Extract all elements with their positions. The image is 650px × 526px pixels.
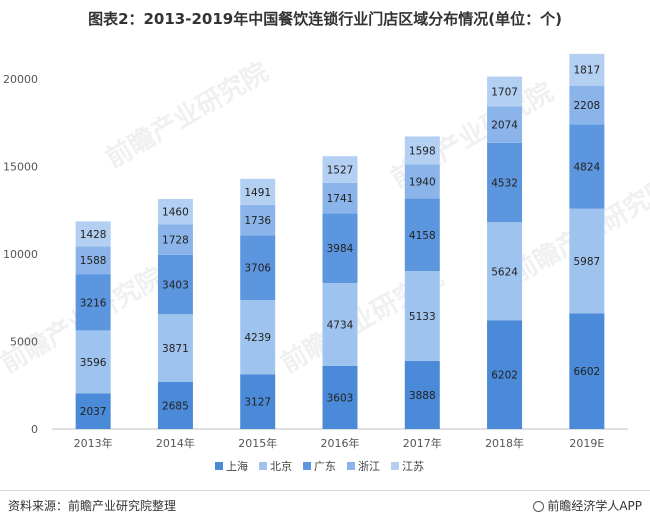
bar-segment bbox=[404, 271, 440, 361]
bar-segment bbox=[569, 208, 605, 314]
x-tick-label: 2014年 bbox=[156, 436, 195, 450]
bar-segment bbox=[322, 182, 358, 214]
data-label: 4734 bbox=[327, 320, 354, 332]
bar-segment bbox=[322, 365, 358, 429]
y-tick-label: 0 bbox=[31, 423, 38, 436]
bar-segment bbox=[157, 314, 193, 383]
data-label: 3127 bbox=[244, 397, 271, 409]
y-tick-label: 20000 bbox=[3, 73, 38, 86]
data-label: 1598 bbox=[409, 145, 436, 157]
legend-label: 北京 bbox=[270, 459, 292, 473]
legend-swatch bbox=[303, 462, 311, 470]
data-label: 1741 bbox=[327, 193, 354, 205]
data-label: 3871 bbox=[162, 343, 189, 355]
bar-segment bbox=[75, 330, 111, 394]
data-label: 2685 bbox=[162, 401, 189, 413]
bar-segment bbox=[487, 76, 523, 107]
bar-segment bbox=[404, 360, 440, 429]
bar-segment bbox=[487, 142, 523, 223]
data-label: 3706 bbox=[244, 263, 271, 275]
data-label: 3888 bbox=[409, 390, 436, 402]
legend-swatch bbox=[391, 462, 399, 470]
data-label: 4532 bbox=[491, 177, 518, 189]
legend-label: 广东 bbox=[314, 460, 336, 473]
data-label: 1527 bbox=[327, 165, 354, 177]
bar-segment bbox=[322, 283, 358, 366]
brand-name: 前瞻经济学人APP bbox=[547, 499, 642, 513]
data-label: 3403 bbox=[162, 279, 189, 291]
x-tick-label: 2016年 bbox=[321, 436, 360, 450]
y-tick-label: 5000 bbox=[10, 336, 38, 349]
bar-segment bbox=[569, 85, 605, 125]
data-label: 1491 bbox=[244, 187, 271, 199]
bar-segment bbox=[569, 313, 605, 429]
data-label: 3596 bbox=[80, 357, 107, 369]
data-label: 3603 bbox=[327, 392, 354, 404]
data-label: 6602 bbox=[573, 366, 600, 378]
bar-segment bbox=[404, 198, 440, 272]
bar-segment bbox=[240, 235, 276, 301]
bar-segment bbox=[487, 222, 523, 321]
data-label: 1588 bbox=[80, 255, 107, 267]
bar-segment bbox=[240, 300, 276, 375]
data-label: 4239 bbox=[244, 332, 271, 344]
data-label: 1460 bbox=[162, 207, 189, 219]
y-tick-label: 15000 bbox=[3, 161, 38, 174]
legend-label: 上海 bbox=[226, 459, 248, 473]
legend-swatch bbox=[259, 462, 267, 470]
bar-segment bbox=[75, 274, 111, 331]
data-label: 1940 bbox=[409, 176, 436, 188]
bar-segment bbox=[157, 224, 193, 255]
data-label: 2037 bbox=[80, 406, 107, 418]
data-label: 1707 bbox=[491, 87, 518, 99]
bar-segment bbox=[569, 53, 605, 86]
legend-label: 浙江 bbox=[358, 460, 380, 473]
brand-credit: 前瞻经济学人APP bbox=[533, 497, 642, 514]
data-label: 1736 bbox=[244, 215, 271, 227]
data-label: 1728 bbox=[162, 235, 189, 247]
chart-title: 图表2：2013-2019年中国餐饮连锁行业门店区域分布情况(单位：个) bbox=[88, 10, 562, 28]
bar-segment bbox=[487, 106, 523, 143]
bar-segment bbox=[240, 374, 276, 429]
bar-segment bbox=[487, 320, 523, 429]
bar-segment bbox=[157, 382, 193, 429]
data-label: 5133 bbox=[409, 311, 436, 323]
data-label: 5624 bbox=[491, 266, 518, 278]
source-note: 资料来源：前瞻产业研究院整理 bbox=[8, 499, 177, 513]
bar-segment bbox=[569, 124, 605, 209]
legend-swatch bbox=[215, 462, 223, 470]
bar-segment bbox=[157, 198, 193, 225]
footer-divider bbox=[0, 490, 650, 491]
bar-segment bbox=[322, 156, 358, 183]
data-label: 4158 bbox=[409, 230, 436, 242]
x-tick-label: 2013年 bbox=[74, 436, 113, 450]
bar-segment bbox=[75, 221, 111, 247]
bar-segment bbox=[240, 204, 276, 236]
data-label: 1817 bbox=[573, 65, 600, 77]
data-label: 3216 bbox=[80, 297, 107, 309]
data-label: 1428 bbox=[80, 229, 107, 241]
legend-label: 江苏 bbox=[402, 460, 424, 473]
x-tick-label: 2019E bbox=[569, 437, 604, 450]
x-tick-label: 2015年 bbox=[238, 436, 277, 450]
bar-segment bbox=[404, 164, 440, 199]
data-label: 3984 bbox=[327, 243, 354, 255]
data-label: 2074 bbox=[491, 120, 518, 132]
y-tick-label: 10000 bbox=[3, 248, 38, 261]
bar-segment bbox=[322, 213, 358, 284]
bar-segment bbox=[75, 393, 111, 429]
bar-segment bbox=[75, 246, 111, 275]
x-tick-label: 2018年 bbox=[485, 436, 524, 450]
stacked-bar-chart: 0 5000 10000 15000 20000 2037 3596 3216 1588 1428… bbox=[3, 53, 628, 473]
data-label: 4824 bbox=[573, 161, 600, 173]
brand-logo-icon bbox=[533, 501, 545, 512]
bar-segment bbox=[240, 178, 276, 205]
legend-swatch bbox=[347, 462, 355, 470]
data-label: 5987 bbox=[573, 256, 600, 268]
bar-segment bbox=[404, 136, 440, 165]
bar-segment bbox=[157, 254, 193, 315]
data-label: 6202 bbox=[491, 370, 518, 382]
x-tick-label: 2017年 bbox=[403, 436, 442, 450]
data-label: 2208 bbox=[573, 100, 600, 112]
